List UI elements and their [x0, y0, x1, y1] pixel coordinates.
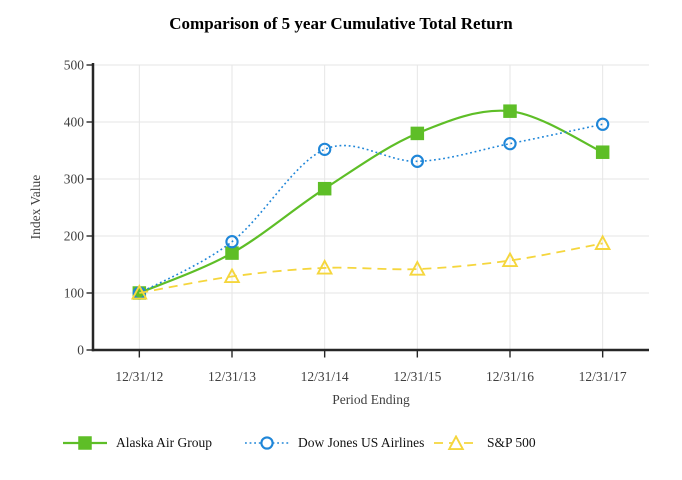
legend-item-alaska-air-group: Alaska Air Group: [63, 434, 212, 452]
y-tick-label: 400: [64, 115, 85, 130]
triangle-marker-icon: [223, 267, 241, 284]
square-marker-icon: [317, 181, 332, 196]
triangle-marker-icon: [408, 260, 426, 276]
series-dow-jones-us-airlines: [132, 117, 610, 300]
circle-marker-icon: [503, 137, 517, 151]
chart-title: Comparison of 5 year Cumulative Total Re…: [169, 14, 513, 33]
triangle-marker-icon: [447, 435, 465, 451]
circle-marker-icon: [260, 436, 274, 450]
square-marker-icon: [410, 126, 425, 141]
legend-label-dow-jones-us-airlines: Dow Jones US Airlines: [298, 435, 425, 450]
x-tick-label: 12/31/12: [115, 369, 163, 384]
y-tick-label: 100: [64, 286, 85, 301]
series-line: [138, 109, 604, 295]
y-axis-title: Index Value: [28, 175, 43, 240]
triangle-marker-icon: [130, 283, 148, 300]
legend-label-sp500: S&P 500: [487, 435, 536, 450]
legend-item-dow-jones-us-airlines: Dow Jones US Airlines: [245, 434, 424, 452]
circle-marker-icon: [596, 117, 610, 131]
series-line: [139, 242, 603, 294]
square-marker-icon: [503, 104, 517, 118]
axes: [86, 63, 649, 358]
gridlines: [93, 64, 649, 350]
circle-marker-icon: [410, 154, 424, 168]
legend-item-sp500: S&P 500: [434, 434, 536, 452]
tick-labels: 0 100 200 300 400 500 12/31/12 12/31/13 12/31/14…: [64, 58, 627, 385]
x-tick-label: 12/31/13: [208, 369, 256, 384]
y-tick-label: 500: [64, 58, 85, 73]
series-alaska-air-group: [132, 104, 610, 300]
square-marker-icon: [595, 145, 610, 159]
x-tick-label: 12/31/14: [301, 369, 349, 384]
triangle-marker-icon: [594, 234, 612, 250]
legend-label-alaska-air-group: Alaska Air Group: [116, 435, 212, 450]
legend-square-marker-icon: [63, 436, 107, 450]
series-line: [138, 123, 603, 294]
legend-circle-marker-icon: [245, 436, 289, 450]
legend: Alaska Air Group Dow Jones US Airlines S…: [0, 434, 682, 454]
series-s-p-500: [130, 234, 612, 300]
y-tick-label: 200: [64, 229, 85, 244]
x-tick-label: 12/31/15: [393, 369, 441, 384]
circle-marker-icon: [318, 142, 332, 157]
x-tick-label: 12/31/17: [579, 369, 627, 384]
x-axis-title: Period Ending: [332, 392, 410, 407]
triangle-marker-icon: [501, 251, 519, 268]
triangle-marker-icon: [316, 258, 334, 275]
y-tick-label: 300: [64, 172, 85, 187]
legend-triangle-marker-icon: [434, 435, 478, 451]
y-tick-label: 0: [77, 343, 84, 358]
circle-marker-icon: [225, 235, 239, 249]
x-tick-label: 12/31/16: [486, 369, 534, 384]
square-marker-icon: [78, 436, 92, 450]
square-marker-icon: [225, 246, 239, 260]
